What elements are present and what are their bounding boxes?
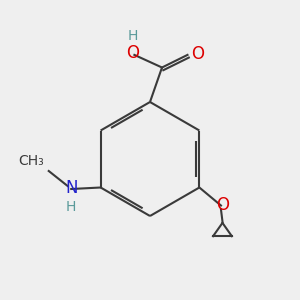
- Text: N: N: [65, 179, 77, 197]
- Text: H: H: [128, 29, 138, 44]
- Text: O: O: [191, 45, 204, 63]
- Text: H: H: [66, 200, 76, 214]
- Text: O: O: [217, 196, 230, 214]
- Text: O: O: [126, 44, 140, 62]
- Text: CH₃: CH₃: [19, 154, 44, 168]
